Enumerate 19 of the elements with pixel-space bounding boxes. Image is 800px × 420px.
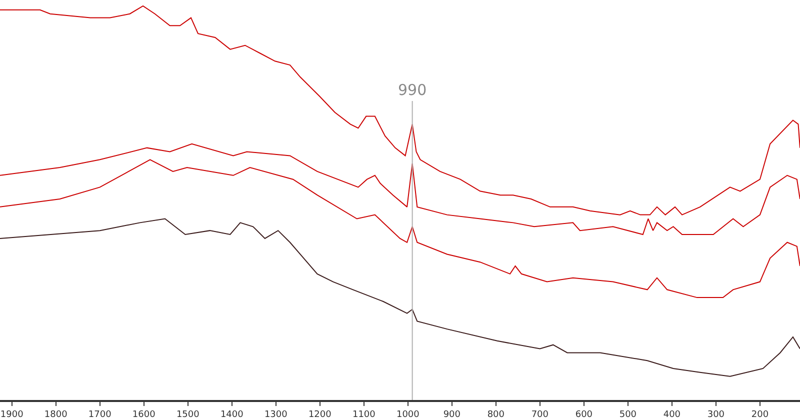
x-tick-label: 1100 [352, 410, 376, 420]
x-tick-label: 400 [663, 410, 681, 420]
x-tick-label: 1300 [264, 410, 288, 420]
x-tick-label: 500 [619, 410, 637, 420]
x-tick-label: 1500 [176, 410, 200, 420]
x-tick-label: 1200 [308, 410, 332, 420]
x-tick-label: 200 [751, 410, 769, 420]
x-tick-label: 1400 [220, 410, 244, 420]
x-tick-label: 600 [575, 410, 593, 420]
x-tick-label: 1700 [88, 410, 112, 420]
x-tick-label: 1000 [396, 410, 420, 420]
x-tick-label: 900 [443, 410, 461, 420]
x-tick-label: 800 [487, 410, 505, 420]
x-tick-label: 700 [531, 410, 549, 420]
x-tick-label: 1800 [44, 410, 68, 420]
ref-line-label: 990 [398, 81, 427, 99]
x-tick-label: 300 [707, 410, 725, 420]
x-tick-label: 1600 [132, 410, 156, 420]
x-tick-label: 1900 [0, 410, 24, 420]
